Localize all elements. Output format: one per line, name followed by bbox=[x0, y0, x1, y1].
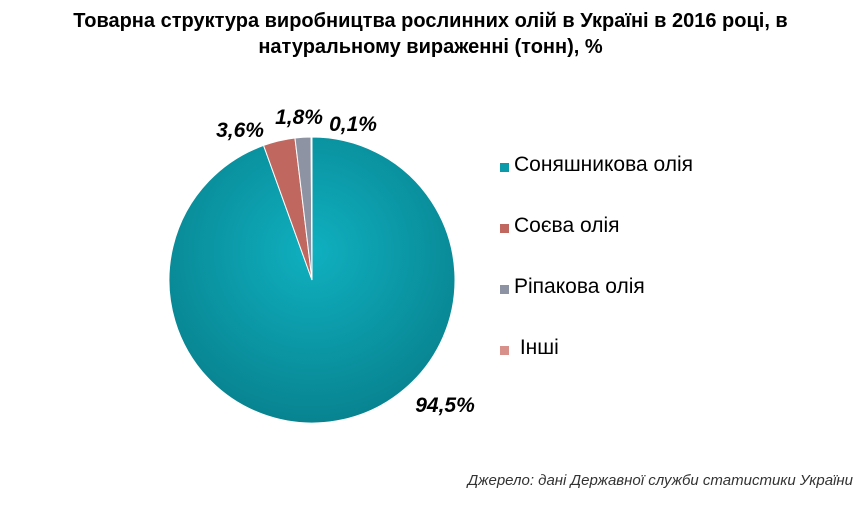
pie-slices bbox=[168, 136, 456, 424]
pie-slice-sunflower bbox=[168, 136, 456, 424]
data-label-rapeseed: 1,8% bbox=[275, 106, 323, 129]
legend-label-soy: Соєва олія bbox=[514, 214, 620, 237]
pie-data-labels: 94,5% 3,6% 1,8% 0,1% bbox=[216, 106, 475, 417]
legend-swatch-soy bbox=[500, 224, 509, 233]
legend-label-rapeseed: Ріпакова олія bbox=[514, 275, 645, 298]
legend-label-sunflower: Соняшникова олія bbox=[514, 153, 694, 176]
chart-title: Товарна структура виробництва рослинних … bbox=[0, 8, 861, 60]
source-note: Джерело: дані Державної служби статистик… bbox=[467, 472, 853, 489]
legend-swatch-rapeseed bbox=[500, 285, 509, 294]
legend-swatch-sunflower bbox=[500, 163, 509, 172]
legend-label-other: Інші bbox=[514, 336, 559, 359]
legend-swatch-other bbox=[500, 346, 509, 355]
data-label-sunflower: 94,5% bbox=[415, 394, 475, 417]
chart-title-line-1: Товарна структура виробництва рослинних … bbox=[73, 10, 788, 32]
chart-title-line-2: натуральному вираженні (тонн), % bbox=[258, 36, 603, 58]
data-label-other: 0,1% bbox=[329, 113, 377, 136]
pie-slice-other bbox=[310, 136, 313, 281]
data-label-soy: 3,6% bbox=[216, 119, 264, 142]
